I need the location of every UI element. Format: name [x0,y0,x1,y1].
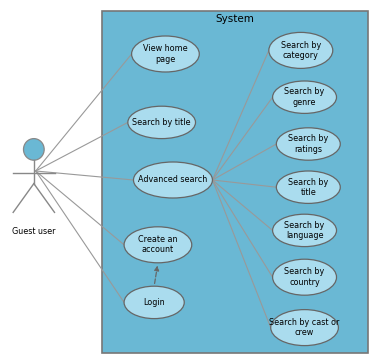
Ellipse shape [273,214,337,247]
Text: Guest user: Guest user [12,227,56,236]
Text: Search by
ratings: Search by ratings [288,134,329,154]
Text: Search by title: Search by title [132,118,191,127]
Ellipse shape [273,81,337,113]
Ellipse shape [273,259,337,295]
Text: View home
page: View home page [143,44,188,64]
Text: Login: Login [143,298,165,307]
Ellipse shape [132,36,199,72]
Text: Advanced search: Advanced search [138,175,208,184]
Ellipse shape [128,106,196,139]
Ellipse shape [133,162,212,198]
Ellipse shape [124,286,184,319]
Ellipse shape [23,139,44,160]
Ellipse shape [269,32,333,68]
Text: Search by
country: Search by country [284,267,325,287]
Text: Search by
title: Search by title [288,177,329,197]
Bar [102,11,368,353]
Ellipse shape [276,128,340,160]
Text: Search by cast or
crew: Search by cast or crew [269,318,340,337]
Text: Search by
category: Search by category [280,41,321,60]
Ellipse shape [276,171,340,203]
Text: Search by
genre: Search by genre [284,87,325,107]
Ellipse shape [271,310,338,346]
Ellipse shape [124,227,192,263]
Text: Search by
language: Search by language [284,221,325,240]
Text: System: System [215,14,255,24]
Text: Create an
account: Create an account [138,235,178,255]
